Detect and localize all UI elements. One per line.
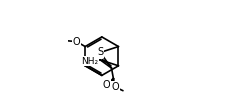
Text: O: O (103, 80, 111, 90)
Text: O: O (111, 82, 119, 92)
Text: O: O (73, 37, 80, 47)
Text: S: S (97, 48, 103, 58)
Text: NH₂: NH₂ (81, 57, 98, 66)
